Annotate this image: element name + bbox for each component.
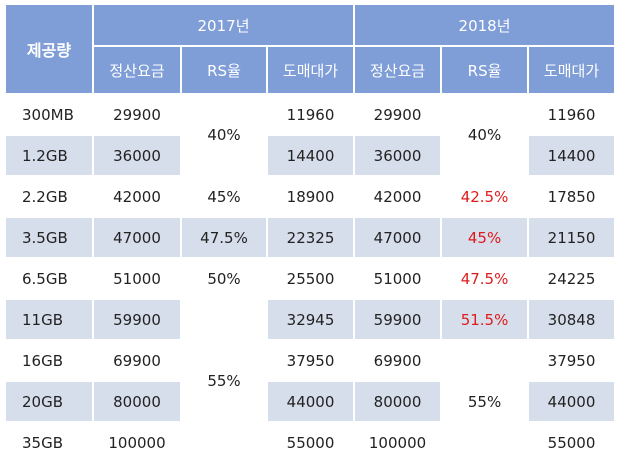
settlement-fee-2017-cell: 100000 [94, 423, 182, 464]
capacity-cell: 2.2GB [6, 177, 94, 218]
table-row: 11GB 59900 55% 32945 59900 51.5% 30848 [6, 300, 615, 464]
rs-rate-2017-cell: 40% [182, 95, 268, 177]
capacity-header: 제공량 [6, 5, 94, 95]
rs-rate-2018-cell: 55% [442, 341, 530, 464]
rate-table-container: 제공량 2017년 2018년 정산요금 RS율 도매대가 정산요금 RS율 도… [6, 5, 615, 464]
wholesale-price-2017-cell: 25500 [268, 259, 356, 300]
capacity-cell: 11GB [6, 300, 94, 341]
settlement-fee-2017-cell: 36000 [94, 136, 182, 177]
settlement-fee-2018-cell: 51000 [355, 259, 443, 300]
wholesale-price-2017-cell: 11960 [268, 95, 356, 136]
rs-rate-2017-cell: 55% [182, 300, 268, 464]
wholesale-price-2017-header: 도매대가 [268, 47, 356, 95]
settlement-fee-2017-cell: 29900 [94, 95, 182, 136]
wholesale-price-2018-cell: 24225 [529, 259, 615, 300]
wholesale-price-2018-cell: 55000 [529, 423, 615, 464]
capacity-cell: 16GB [6, 341, 94, 382]
table-row: 300MB 29900 40% 11960 29900 40% 11960 [6, 95, 615, 177]
wholesale-price-2018-cell: 14400 [529, 136, 615, 177]
settlement-fee-2018-cell: 36000 [355, 136, 443, 177]
wholesale-price-2017-cell: 32945 [268, 300, 356, 341]
wholesale-price-2018-header: 도매대가 [529, 47, 615, 95]
capacity-cell: 20GB [6, 382, 94, 423]
rs-rate-2018-cell: 51.5% [442, 300, 530, 341]
wholesale-price-2017-cell: 44000 [268, 382, 356, 423]
table-row: 20GB 80000 44000 80000 44000 [6, 382, 615, 423]
settlement-fee-2017-cell: 69900 [94, 341, 182, 382]
settlement-fee-2017-cell: 47000 [94, 218, 182, 259]
table-row: 35GB 100000 55000 100000 55000 [6, 423, 615, 464]
settlement-fee-2017-header: 정산요금 [94, 47, 182, 95]
table-row: 3.5GB 47000 47.5% 22325 47000 45% 21150 [6, 218, 615, 259]
capacity-cell: 1.2GB [6, 136, 94, 177]
capacity-cell: 6.5GB [6, 259, 94, 300]
rs-rate-2018-cell: 47.5% [442, 259, 530, 300]
settlement-fee-2018-header: 정산요금 [355, 47, 443, 95]
wholesale-price-2017-cell: 37950 [268, 341, 356, 382]
wholesale-price-2018-cell: 11960 [529, 95, 615, 136]
rs-rate-2017-cell: 50% [182, 259, 268, 300]
table-row: 6.5GB 51000 50% 25500 51000 47.5% 24225 [6, 259, 615, 300]
settlement-fee-2018-cell: 29900 [355, 95, 443, 136]
rs-rate-2018-cell: 45% [442, 218, 530, 259]
capacity-cell: 35GB [6, 423, 94, 464]
wholesale-price-2018-cell: 30848 [529, 300, 615, 341]
wholesale-price-2018-cell: 21150 [529, 218, 615, 259]
wholesale-rate-table: 제공량 2017년 2018년 정산요금 RS율 도매대가 정산요금 RS율 도… [6, 5, 615, 464]
settlement-fee-2018-cell: 59900 [355, 300, 443, 341]
settlement-fee-2018-cell: 80000 [355, 382, 443, 423]
capacity-cell: 3.5GB [6, 218, 94, 259]
settlement-fee-2018-cell: 100000 [355, 423, 443, 464]
settlement-fee-2018-cell: 42000 [355, 177, 443, 218]
year-2018-header: 2018년 [355, 5, 615, 47]
year-2017-header: 2017년 [94, 5, 356, 47]
settlement-fee-2018-cell: 47000 [355, 218, 443, 259]
table-row: 16GB 69900 37950 69900 55% 37950 [6, 341, 615, 464]
settlement-fee-2017-cell: 80000 [94, 382, 182, 423]
rs-rate-2017-cell: 45% [182, 177, 268, 218]
wholesale-price-2017-cell: 18900 [268, 177, 356, 218]
wholesale-price-2018-cell: 44000 [529, 382, 615, 423]
wholesale-price-2017-cell: 55000 [268, 423, 356, 464]
rs-rate-2018-header: RS율 [442, 47, 530, 95]
wholesale-price-2017-cell: 22325 [268, 218, 356, 259]
rs-rate-2017-header: RS율 [182, 47, 268, 95]
sub-header-row: 정산요금 RS율 도매대가 정산요금 RS율 도매대가 [6, 47, 615, 95]
wholesale-price-2017-cell: 14400 [268, 136, 356, 177]
settlement-fee-2018-cell: 69900 [355, 341, 443, 382]
table-row: 2.2GB 42000 45% 18900 42000 42.5% 17850 [6, 177, 615, 218]
rs-rate-2017-cell: 47.5% [182, 218, 268, 259]
settlement-fee-2017-cell: 51000 [94, 259, 182, 300]
table-row: 1.2GB 36000 14400 36000 14400 [6, 136, 615, 177]
settlement-fee-2017-cell: 42000 [94, 177, 182, 218]
year-header-row: 제공량 2017년 2018년 [6, 5, 615, 95]
capacity-cell: 300MB [6, 95, 94, 136]
settlement-fee-2017-cell: 59900 [94, 300, 182, 341]
rs-rate-2018-cell: 40% [442, 95, 530, 177]
wholesale-price-2018-cell: 17850 [529, 177, 615, 218]
rs-rate-2018-cell: 42.5% [442, 177, 530, 218]
wholesale-price-2018-cell: 37950 [529, 341, 615, 382]
